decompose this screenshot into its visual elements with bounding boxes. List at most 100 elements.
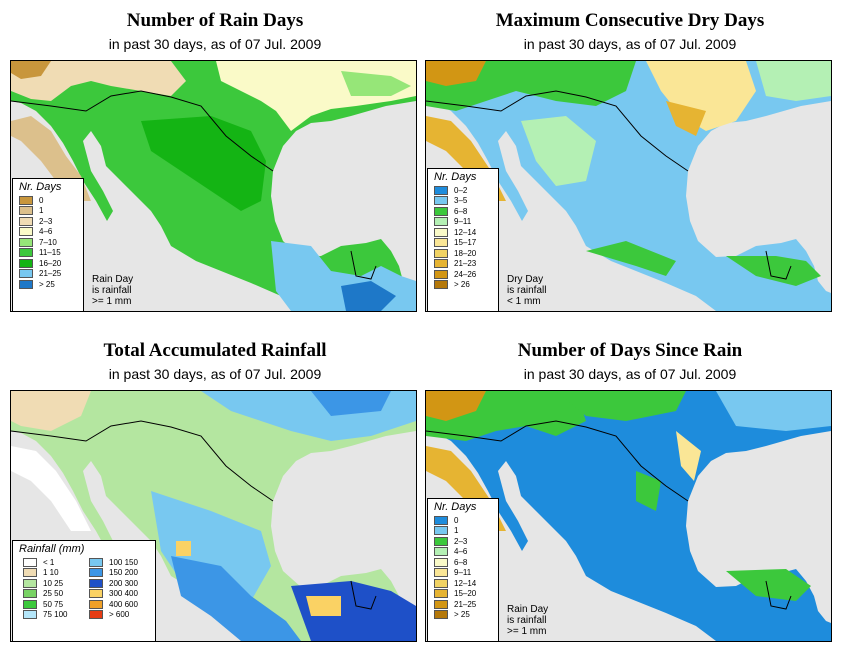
- legend-item: 100 150: [89, 557, 149, 568]
- legend-swatch: [19, 258, 33, 268]
- legend-swatch: [19, 227, 33, 237]
- legend-swatch: [434, 599, 448, 609]
- legend-label: 1: [39, 206, 44, 216]
- legend-swatch: [434, 280, 448, 290]
- legend-item: 7–10: [19, 237, 83, 248]
- legend-swatch: [434, 536, 448, 546]
- legend-label: 18–20: [454, 248, 477, 258]
- legend-swatch: [23, 568, 37, 578]
- legend-swatch: [434, 568, 448, 578]
- legend-item: 150 200: [89, 568, 149, 579]
- legend-title: Nr. Days: [434, 171, 477, 183]
- panel-rain-days: Number of Rain Days in past 30 days, as …: [10, 0, 420, 320]
- legend-label: 12–14: [454, 227, 477, 237]
- legend-label: 200 300: [109, 578, 138, 588]
- legend-swatch: [434, 238, 448, 248]
- note-line: Dry Day: [507, 274, 544, 285]
- legend-item: 15–20: [434, 589, 498, 600]
- legend-title: Nr. Days: [19, 181, 62, 193]
- legend-label: < 1: [43, 557, 55, 567]
- legend-label: > 600: [109, 610, 130, 620]
- note-line: >= 1 mm: [92, 296, 132, 307]
- legend-swatch: [89, 557, 103, 567]
- note-line: is rainfall: [507, 615, 547, 626]
- legend-swatch: [19, 195, 33, 205]
- legend-item: 21–25: [19, 269, 83, 280]
- legend-item: > 26: [434, 280, 498, 291]
- legend-swatch: [89, 610, 103, 620]
- legend-swatch: [19, 279, 33, 289]
- legend-item: 0: [19, 195, 83, 206]
- legend-label: 1 10: [43, 568, 59, 578]
- legend-label: > 25: [454, 610, 470, 620]
- legend-label: 0: [39, 195, 44, 205]
- legend-item: > 25: [19, 279, 83, 290]
- panel-since-rain: Number of Days Since Rain in past 30 day…: [425, 330, 835, 650]
- legend-items: 0 1 2–3 4–6 7–10 11–15 16–20 21–25 > 25: [13, 195, 83, 290]
- legend-label: 21–25: [39, 269, 62, 279]
- legend-label: 12–14: [454, 578, 477, 588]
- legend-label: 16–20: [39, 258, 62, 268]
- note-line: is rainfall: [507, 285, 547, 296]
- legend-swatch: [434, 515, 448, 525]
- legend-item: 0–2: [434, 185, 498, 196]
- legend-item: 75 100: [23, 610, 83, 621]
- note-line: is rainfall: [92, 285, 132, 296]
- legend-swatch: [23, 578, 37, 588]
- legend-item: 200 300: [89, 578, 149, 589]
- legend-swatch: [23, 589, 37, 599]
- legend-swatch: [434, 610, 448, 620]
- legend-swatch: [23, 557, 37, 567]
- legend-item: > 600: [89, 610, 149, 621]
- legend-item: 1: [434, 526, 498, 537]
- since-rain-note: Rain Day is rainfall >= 1 mm: [507, 604, 548, 637]
- legend-label: 6–8: [454, 206, 468, 216]
- legend-swatch: [89, 568, 103, 578]
- panel-subtitle: in past 30 days, as of 07 Jul. 2009: [523, 366, 737, 382]
- legend-item: 24–26: [434, 269, 498, 280]
- legend-label: 400 600: [109, 599, 138, 609]
- legend-swatch: [434, 557, 448, 567]
- legend-swatch: [434, 269, 448, 279]
- rainfall-legend: Rainfall (mm) < 1 100 150 1 10 150 200 10 25…: [12, 540, 156, 642]
- panel-subtitle: in past 30 days, as of 07 Jul. 2009: [523, 36, 737, 52]
- legend-label: 100 150: [109, 557, 138, 567]
- legend-item: 9–11: [434, 217, 498, 228]
- legend-label: 10 25: [43, 578, 64, 588]
- note-line: < 1 mm: [507, 296, 541, 307]
- legend-label: 11–15: [39, 248, 61, 258]
- legend-swatch: [19, 269, 33, 279]
- legend-label: 2–3: [454, 536, 468, 546]
- legend-items: 0 1 2–3 4–6 6–8 9–11 12–14 15–20 21–25 > 25: [428, 515, 498, 620]
- legend-item: 15–17: [434, 238, 498, 249]
- legend-label: > 25: [39, 279, 55, 289]
- legend-items: < 1 100 150 1 10 150 200 10 25 200 300 25 50 30…: [17, 557, 155, 620]
- legend-item: 21–23: [434, 259, 498, 270]
- legend-label: 3–5: [454, 196, 468, 206]
- legend-label: 1: [454, 526, 459, 536]
- dry-days-legend: Nr. Days 0–2 3–5 6–8 9–11 12–14 15–17 18–20 21–…: [427, 168, 499, 312]
- legend-label: 300 400: [109, 589, 138, 599]
- legend-label: > 26: [454, 280, 470, 290]
- legend-label: 0: [454, 515, 459, 525]
- legend-item: 16–20: [19, 258, 83, 269]
- legend-swatch: [19, 216, 33, 226]
- legend-item: 2–3: [434, 536, 498, 547]
- legend-item: 3–5: [434, 196, 498, 207]
- legend-item: > 25: [434, 610, 498, 621]
- legend-item: 0: [434, 515, 498, 526]
- legend-item: 12–14: [434, 578, 498, 589]
- since-rain-legend: Nr. Days 0 1 2–3 4–6 6–8 9–11 12–14 15–20 21–25 >…: [427, 498, 499, 642]
- legend-swatch: [434, 185, 448, 195]
- legend-item: 400 600: [89, 599, 149, 610]
- legend-label: 2–3: [39, 216, 53, 226]
- panel-title: Total Accumulated Rainfall: [103, 340, 327, 361]
- note-line: Rain Day: [92, 274, 134, 285]
- legend-label: 15–17: [454, 238, 477, 248]
- legend-label: 4–6: [454, 547, 468, 557]
- since-rain-map: [425, 390, 832, 642]
- legend-swatch: [434, 196, 448, 206]
- panel-title: Number of Rain Days: [126, 10, 304, 31]
- legend-label: 24–26: [454, 269, 477, 279]
- legend-label: 21–23: [454, 259, 477, 269]
